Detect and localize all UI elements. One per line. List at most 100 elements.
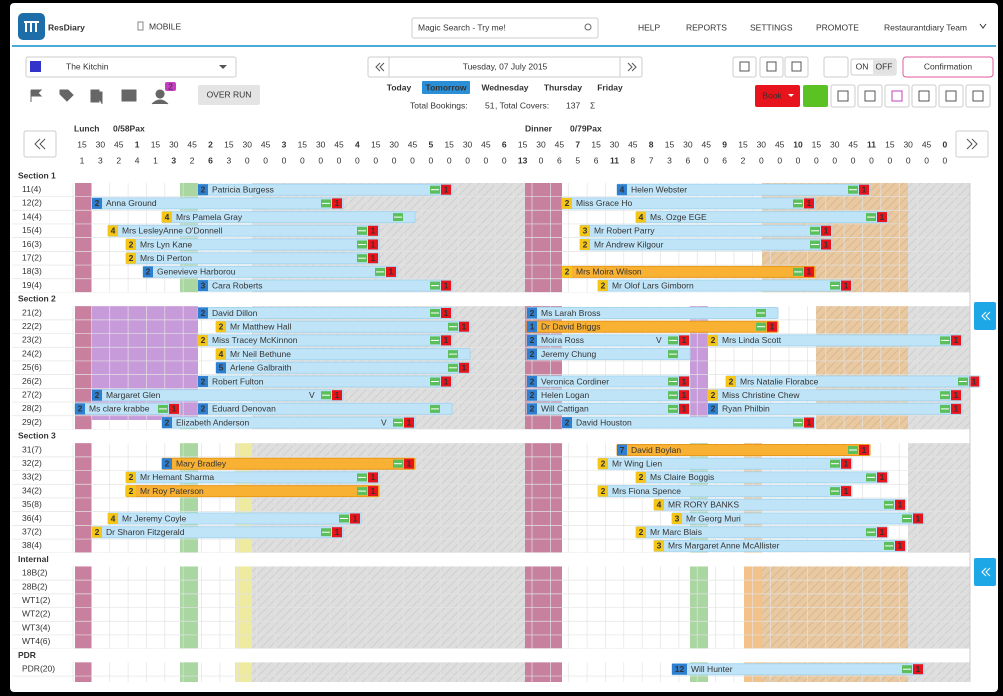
overrun-label[interactable]: OVER RUN xyxy=(207,89,252,99)
nav-link[interactable]: PROMOTE xyxy=(816,22,859,32)
prev-day[interactable] xyxy=(375,62,385,72)
nav-link[interactable]: HELP xyxy=(638,22,661,32)
guest-name[interactable]: Mrs LesleyAnne O'Donnell xyxy=(122,226,222,236)
guest-name[interactable]: Mrs Lyn Kane xyxy=(140,239,192,249)
restaurant-name[interactable]: The Kitchin xyxy=(66,61,109,71)
guest-name[interactable]: David Houston xyxy=(576,417,632,427)
book-button[interactable] xyxy=(755,85,800,107)
guest-name[interactable]: Eduard Denovan xyxy=(212,404,276,414)
guest-name[interactable]: David Boylan xyxy=(631,445,681,455)
guest-name[interactable]: Mrs Natalie Florabce xyxy=(740,376,819,386)
tool-icon[interactable] xyxy=(151,89,169,105)
nav-link[interactable]: SETTINGS xyxy=(750,22,793,32)
confirmation-button[interactable] xyxy=(902,56,994,78)
guest-name[interactable]: Mr Wing Lien xyxy=(612,458,662,468)
confirmation-label[interactable]: Confirmation xyxy=(924,61,972,71)
guest-name[interactable]: Moira Ross xyxy=(541,335,584,345)
guest-name[interactable]: Arlene Galbraith xyxy=(230,363,292,373)
side-tab[interactable] xyxy=(974,558,996,586)
guest-name[interactable]: Mrs Margaret Anne McAllister xyxy=(668,541,780,551)
guest-name[interactable]: Genevieve Harborou xyxy=(157,267,236,277)
guest-name[interactable]: Miss Tracey McKinnon xyxy=(212,335,298,345)
tool-button[interactable] xyxy=(759,56,784,78)
day-link[interactable]: Thursday xyxy=(544,82,583,92)
day-link[interactable]: Friday xyxy=(597,82,623,92)
walkin-button[interactable] xyxy=(803,85,828,107)
guest-name[interactable]: Mr Marc Blais xyxy=(650,527,702,537)
covers: 2 xyxy=(530,349,535,359)
guest-name[interactable]: Dr David Briggs xyxy=(541,321,601,331)
guest-name[interactable]: Helen Logan xyxy=(541,390,589,400)
guest-name[interactable]: Mr Roy Paterson xyxy=(140,486,204,496)
guest-name[interactable]: Mr Neil Bethune xyxy=(230,349,291,359)
guest-name[interactable]: Robert Fulton xyxy=(212,376,264,386)
day-link[interactable]: Today xyxy=(387,82,412,92)
guest-name[interactable]: MR RORY BANKS xyxy=(668,500,739,510)
guest-name[interactable]: Mr Olof Lars Gimborn xyxy=(612,280,694,290)
day-link[interactable]: Wednesday xyxy=(481,82,528,92)
guest-name[interactable]: Anna Ground xyxy=(106,198,157,208)
guest-name[interactable]: Margaret Glen xyxy=(106,390,161,400)
guest-name[interactable]: Mary Bradley xyxy=(176,458,227,468)
guest-name[interactable]: Mr Jeremy Coyle xyxy=(122,513,187,523)
guest-name[interactable]: Miss Christine Chew xyxy=(722,390,800,400)
table-label: 33(2) xyxy=(22,472,42,482)
guest-name[interactable]: Mrs Moira Wilson xyxy=(576,267,642,277)
time-label: 15 xyxy=(518,139,528,149)
guest-name[interactable]: Miss Grace Ho xyxy=(576,198,632,208)
side-tab[interactable] xyxy=(974,302,996,330)
view-button[interactable] xyxy=(857,84,883,108)
guest-name[interactable]: Veronica Cordiner xyxy=(541,376,609,386)
guest-name[interactable]: Will Hunter xyxy=(691,664,733,674)
mobile-link[interactable]: MOBILE xyxy=(149,21,181,31)
guest-name[interactable]: Ryan Philbin xyxy=(722,404,770,414)
guest-name[interactable]: Mrs Di Perton xyxy=(140,253,192,263)
tool-icon[interactable] xyxy=(121,89,137,102)
view-button[interactable] xyxy=(830,84,856,108)
guest-name[interactable]: Mr Matthew Hall xyxy=(230,321,292,331)
guest-name[interactable]: Cara Roberts xyxy=(212,280,263,290)
tool-button[interactable] xyxy=(732,56,757,78)
guest-name[interactable]: Ms clare krabbe xyxy=(89,404,150,414)
tool-icon[interactable] xyxy=(90,89,103,104)
guest-name[interactable]: David Dillon xyxy=(212,308,258,318)
guest-name[interactable]: Mr Andrew Kilgour xyxy=(594,239,664,249)
restaurant-select[interactable] xyxy=(25,56,237,78)
service-name: Dinner xyxy=(525,123,553,133)
guest-name[interactable]: Patricia Burgess xyxy=(212,184,274,194)
guest-name[interactable]: Jeremy Chung xyxy=(541,349,597,359)
search-box[interactable] xyxy=(411,17,599,39)
guest-name[interactable]: Helen Webster xyxy=(631,184,687,194)
guest-name[interactable]: Mrs Pamela Gray xyxy=(176,212,243,222)
view-button[interactable] xyxy=(965,84,991,108)
off-label[interactable]: OFF xyxy=(876,61,893,71)
tool-icon[interactable] xyxy=(30,89,43,102)
guest-name[interactable]: Elizabeth Anderson xyxy=(176,417,250,427)
day-link[interactable]: Tomorrow xyxy=(426,82,467,92)
user-link[interactable]: Restaurantdiary Team xyxy=(884,22,967,32)
guest-name[interactable]: Mrs Linda Scott xyxy=(722,335,782,345)
guest-name[interactable]: Ms. Ozge EGE xyxy=(650,212,707,222)
covers: 2 xyxy=(530,404,535,414)
overrun-button[interactable] xyxy=(198,85,260,105)
view-button[interactable] xyxy=(884,84,910,108)
guest-name[interactable]: Ms Claire Boggis xyxy=(650,472,714,482)
book-label[interactable]: Book xyxy=(762,90,782,100)
tool-button[interactable] xyxy=(784,56,809,78)
nav-link[interactable]: REPORTS xyxy=(686,22,727,32)
cover-count: 0 xyxy=(814,155,819,165)
tool-icon[interactable] xyxy=(59,89,74,102)
on-label[interactable]: ON xyxy=(856,61,869,71)
guest-name[interactable]: Mrs Fiona Spence xyxy=(612,486,681,496)
view-button[interactable] xyxy=(911,84,937,108)
guest-name[interactable]: Will Cattigan xyxy=(541,404,589,414)
guest-name[interactable]: Mr Hemant Sharma xyxy=(140,472,214,482)
alert-icon xyxy=(969,376,979,387)
guest-name[interactable]: Dr Sharon Fitzgerald xyxy=(106,527,185,537)
view-button[interactable] xyxy=(938,84,964,108)
guest-name[interactable]: Mr Robert Parry xyxy=(594,226,655,236)
guest-name[interactable]: Mr Georg Muri xyxy=(686,513,741,523)
guest-name[interactable]: Ms Larah Bross xyxy=(541,308,601,318)
toggle-button[interactable] xyxy=(823,56,849,78)
next-day[interactable] xyxy=(627,62,637,72)
